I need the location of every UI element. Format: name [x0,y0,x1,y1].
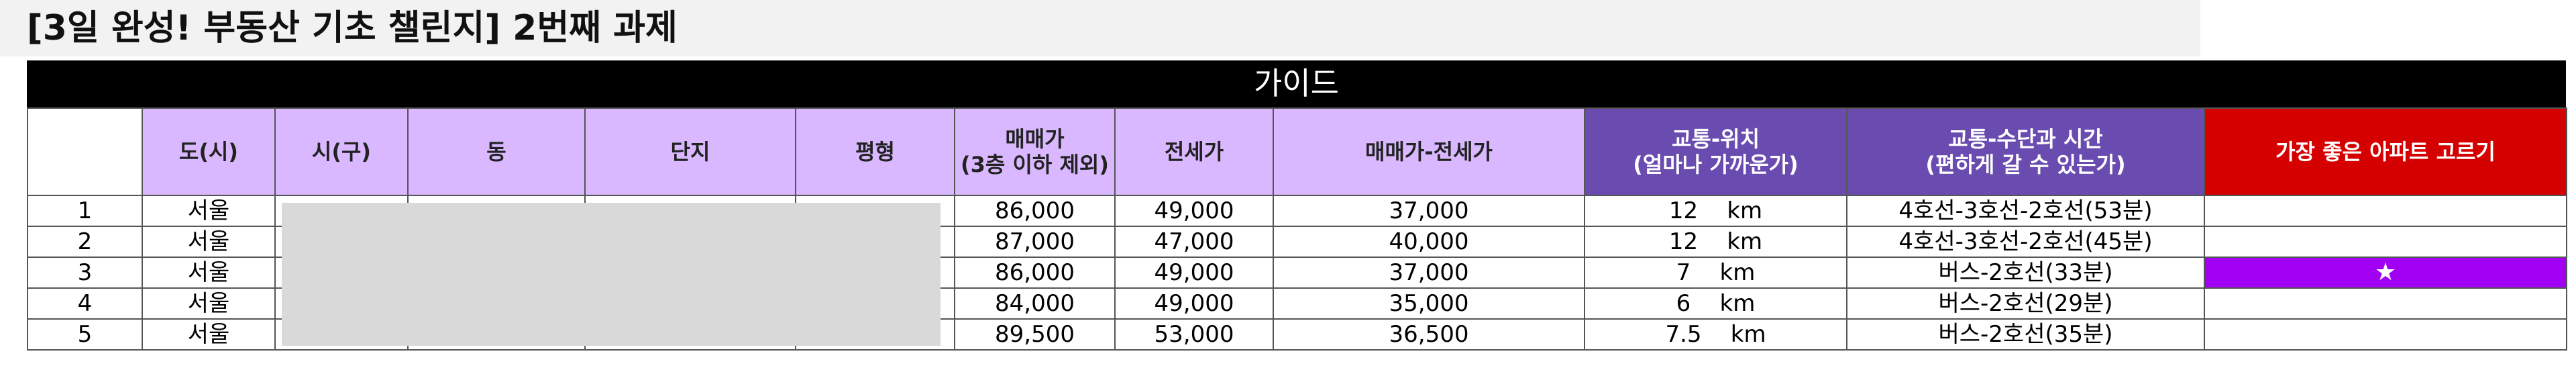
table-row: 2 서울 87,000 47,000 40,000 12 km 4호선-3호선-… [27,226,2567,258]
cell-row-number[interactable]: 1 [27,195,143,227]
distance-unit: km [1719,290,1756,317]
header-location[interactable]: 교통-위치 (얼마나 가까운가) [1584,107,1847,196]
distance-value: 12 [1668,197,1699,224]
redaction-box [282,203,941,346]
header-sale-price-line1: 매매가 [1005,126,1065,152]
cell-gap[interactable]: 37,000 [1273,195,1585,227]
header-sale-price-line2: (3층 이하 제외) [961,152,1109,177]
header-location-line1: 교통-위치 [1671,126,1760,152]
cell-sale-price[interactable]: 86,000 [954,195,1116,227]
cell-gap[interactable]: 35,000 [1273,287,1585,320]
cell-jeonse[interactable]: 47,000 [1114,226,1274,258]
cell-jeonse[interactable]: 53,000 [1114,318,1274,351]
cell-best[interactable] [2204,287,2567,320]
cell-gap[interactable]: 40,000 [1273,226,1585,258]
header-jeonse[interactable]: 전세가 [1114,107,1274,196]
cell-transit[interactable]: 버스-2호선(33분) [1846,257,2205,289]
cell-distance[interactable]: 12 km [1584,195,1847,227]
distance-unit: km [1730,321,1766,348]
header-transit[interactable]: 교통-수단과 시간 (편하게 갈 수 있는가) [1846,107,2205,196]
cell-jeonse[interactable]: 49,000 [1114,287,1274,320]
cell-distance[interactable]: 7 km [1584,257,1847,289]
cell-transit[interactable]: 버스-2호선(29분) [1846,287,2205,320]
cell-jeonse[interactable]: 49,000 [1114,195,1274,227]
title-band [0,0,2200,56]
apartment-table: 도(시) 시(구) 동 단지 평형 매매가 (3층 이하 제외) 전세가 매매가… [27,107,2567,351]
cell-gap[interactable]: 37,000 [1273,257,1585,289]
cell-city[interactable]: 서울 [142,195,276,227]
header-city[interactable]: 도(시) [142,107,276,196]
header-complex[interactable]: 단지 [584,107,796,196]
cell-transit[interactable]: 4호선-3호선-2호선(53분) [1846,195,2205,227]
distance-value: 7.5 [1665,321,1702,348]
distance-unit: km [1719,259,1756,286]
header-transit-line2: (편하게 갈 수 있는가) [1925,152,2126,177]
cell-row-number[interactable]: 3 [27,257,143,289]
header-row-number[interactable] [27,107,143,196]
header-district[interactable]: 시(구) [274,107,409,196]
cell-distance[interactable]: 6 km [1584,287,1847,320]
header-row: 도(시) 시(구) 동 단지 평형 매매가 (3층 이하 제외) 전세가 매매가… [27,107,2567,196]
distance-unit: km [1727,197,1763,224]
cell-city[interactable]: 서울 [142,257,276,289]
cell-distance[interactable]: 7.5 km [1584,318,1847,351]
guide-banner: 가이드 [27,60,2566,107]
cell-transit[interactable]: 4호선-3호선-2호선(45분) [1846,226,2205,258]
cell-row-number[interactable]: 2 [27,226,143,258]
cell-best-selected[interactable]: ★ [2204,257,2567,289]
cell-city[interactable]: 서울 [142,226,276,258]
cell-city[interactable]: 서울 [142,318,276,351]
header-gap[interactable]: 매매가-전세가 [1273,107,1585,196]
cell-best[interactable] [2204,226,2567,258]
sheet-title: [3일 완성! 부동산 기초 챌린지] 2번째 과제 [27,8,678,48]
cell-city[interactable]: 서울 [142,287,276,320]
distance-value: 12 [1668,228,1699,255]
cell-best[interactable] [2204,195,2567,227]
spreadsheet: 가이드 도(시) 시(구) 동 단지 평형 매매가 (3층 이하 제외) 전세가… [27,60,2567,351]
cell-sale-price[interactable]: 89,500 [954,318,1116,351]
cell-sale-price[interactable]: 87,000 [954,226,1116,258]
header-size[interactable]: 평형 [795,107,955,196]
distance-value: 7 [1676,259,1691,286]
header-dong[interactable]: 동 [407,107,586,196]
header-sale-price[interactable]: 매매가 (3층 이하 제외) [954,107,1116,196]
header-location-line2: (얼마나 가까운가) [1633,152,1799,177]
distance-value: 6 [1676,290,1691,317]
distance-unit: km [1727,228,1763,255]
cell-gap[interactable]: 36,500 [1273,318,1585,351]
table-row: 1 서울 86,000 49,000 37,000 12 km 4호선-3호선-… [27,195,2567,227]
cell-row-number[interactable]: 5 [27,318,143,351]
header-best-apartment[interactable]: 가장 좋은 아파트 고르기 [2204,107,2567,196]
cell-sale-price[interactable]: 84,000 [954,287,1116,320]
cell-jeonse[interactable]: 49,000 [1114,257,1274,289]
cell-distance[interactable]: 12 km [1584,226,1847,258]
cell-sale-price[interactable]: 86,000 [954,257,1116,289]
header-transit-line1: 교통-수단과 시간 [1948,126,2103,152]
cell-transit[interactable]: 버스-2호선(35분) [1846,318,2205,351]
cell-row-number[interactable]: 4 [27,287,143,320]
cell-best[interactable] [2204,318,2567,351]
